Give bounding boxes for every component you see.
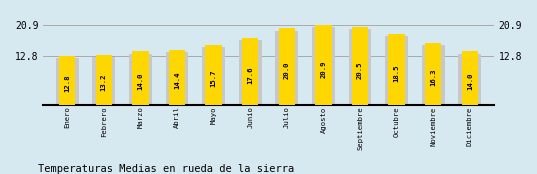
Bar [352, 26, 368, 105]
Bar [96, 54, 112, 105]
Bar [275, 31, 298, 105]
Text: 12.8: 12.8 [64, 74, 70, 92]
Bar [459, 54, 481, 105]
Bar [129, 54, 152, 105]
Bar [388, 34, 405, 105]
Text: 18.5: 18.5 [394, 65, 400, 82]
Text: 20.5: 20.5 [357, 61, 363, 78]
Text: 14.0: 14.0 [467, 72, 473, 90]
Text: 20.9: 20.9 [321, 60, 326, 78]
Text: 13.2: 13.2 [101, 74, 107, 91]
Text: Temperaturas Medias en rueda de la sierra: Temperaturas Medias en rueda de la sierr… [38, 164, 294, 174]
Bar [169, 50, 185, 105]
Bar [202, 47, 225, 105]
Bar [205, 45, 222, 105]
Bar [92, 57, 115, 105]
Bar [279, 28, 295, 105]
Bar [56, 58, 78, 105]
Bar [462, 52, 478, 105]
Bar [59, 56, 75, 105]
Bar [385, 36, 408, 105]
Bar [312, 27, 335, 105]
Bar [132, 52, 149, 105]
Bar [425, 43, 441, 105]
Text: 15.7: 15.7 [211, 69, 216, 87]
Text: 16.3: 16.3 [430, 68, 436, 86]
Text: 14.0: 14.0 [137, 72, 143, 90]
Text: 20.0: 20.0 [284, 62, 290, 79]
Bar [422, 45, 445, 105]
Text: 14.4: 14.4 [174, 72, 180, 89]
Bar [165, 52, 188, 105]
Bar [239, 40, 262, 105]
Text: 17.6: 17.6 [247, 66, 253, 84]
Bar [242, 38, 258, 105]
Bar [349, 29, 372, 105]
Bar [315, 25, 332, 105]
